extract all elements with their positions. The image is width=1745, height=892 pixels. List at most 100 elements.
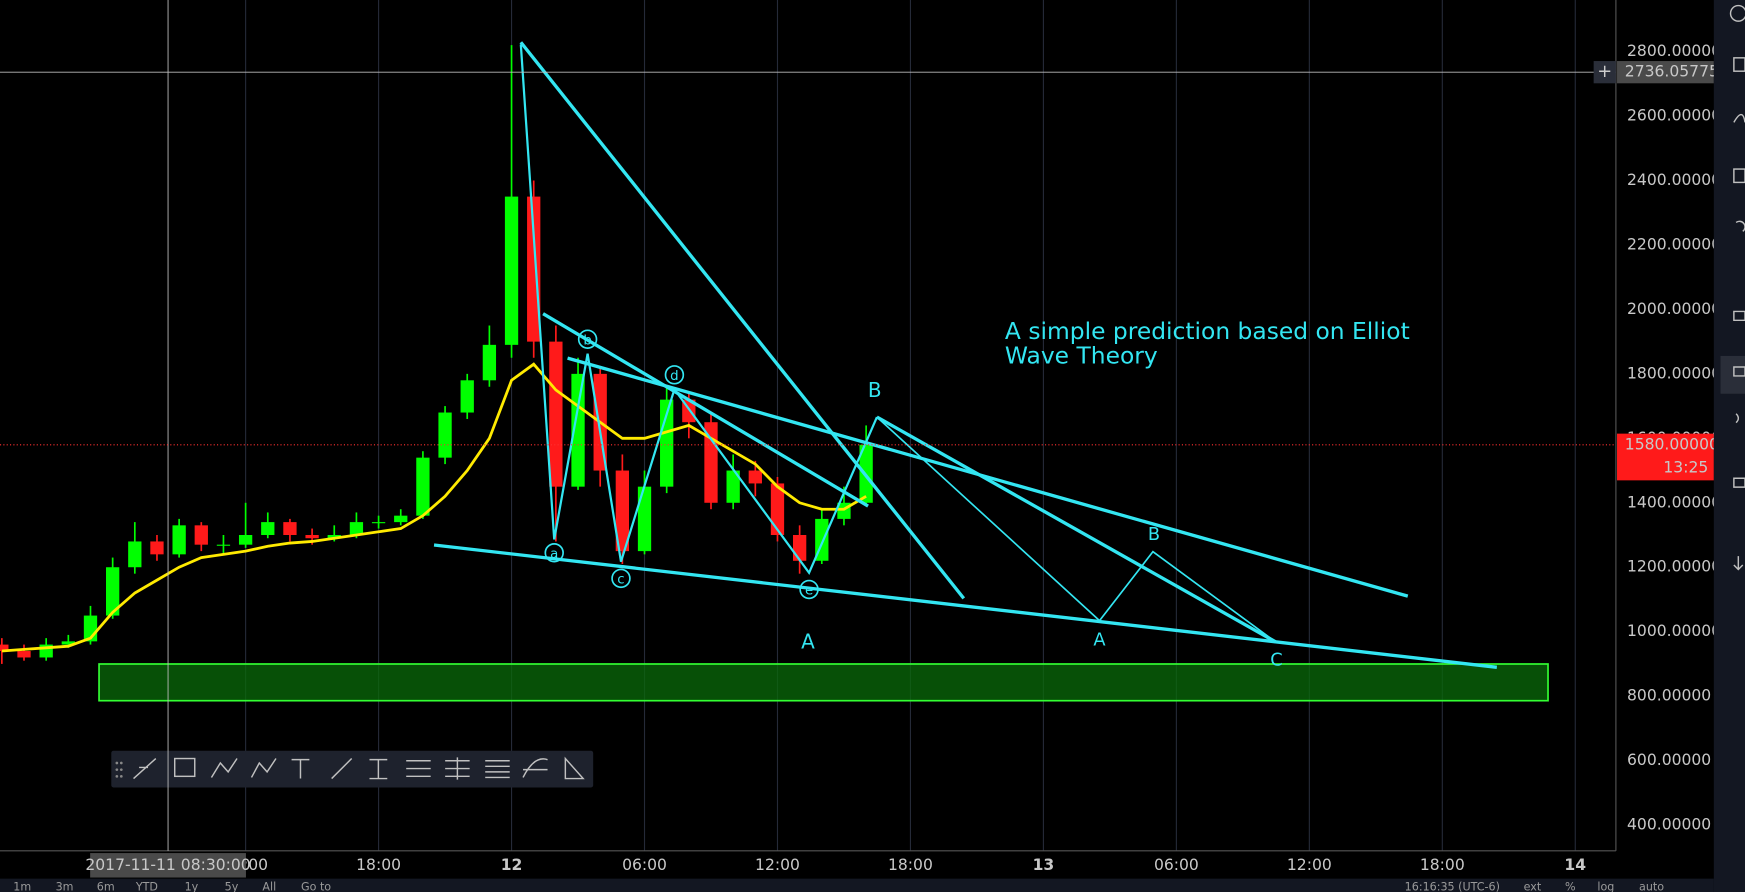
wave-label: B	[1148, 524, 1160, 545]
right-sidebar	[1713, 0, 1745, 892]
candle-body	[283, 522, 297, 536]
candle-body	[460, 380, 474, 413]
y-tick-label: 1400.00000	[1627, 493, 1721, 511]
candle-body	[0, 644, 9, 652]
wave-drawing: a b c d e A B A B C A simple prediction …	[433, 41, 1498, 671]
wave-marker	[577, 329, 598, 349]
last-price-box	[1617, 433, 1714, 481]
crosshair-time: 2017-11-11 08:30:00	[85, 856, 250, 874]
candle-body	[349, 522, 364, 536]
toolbar-bg	[111, 750, 594, 788]
range-button[interactable]: 3m	[56, 881, 74, 892]
wave-path	[519, 44, 878, 576]
wave-label: d	[670, 369, 678, 384]
range-button[interactable]: 1y	[185, 881, 199, 892]
candle-body	[128, 541, 142, 568]
candle-body	[637, 486, 652, 552]
crosshair-plus-icon: +	[1597, 61, 1612, 82]
tool-icon[interactable]	[173, 757, 196, 778]
tool-icon[interactable]	[133, 757, 157, 780]
x-tick-label: 18:00	[356, 856, 401, 874]
range-button[interactable]: 5y	[225, 881, 239, 892]
option-button[interactable]: %	[1565, 881, 1576, 892]
y-tick-label: 2400.00000	[1627, 171, 1721, 189]
drawing-toolbar	[111, 750, 594, 788]
candle-body	[261, 522, 275, 536]
range-button[interactable]: 1m	[13, 881, 31, 892]
wave-label: c	[617, 572, 624, 587]
trend-line	[519, 41, 966, 600]
option-button[interactable]: log	[1597, 881, 1614, 892]
y-tick-label: 1200.00000	[1627, 558, 1721, 576]
y-tick-label: 2200.00000	[1627, 235, 1721, 253]
x-tick-label: 06:00	[622, 856, 667, 874]
range-button[interactable]: YTD	[135, 881, 158, 892]
y-tick-label: 400.00000	[1627, 816, 1711, 834]
tool-icon[interactable]	[210, 758, 238, 778]
countdown: 13:25	[1663, 459, 1708, 477]
candle-body	[748, 470, 762, 484]
trend-line	[542, 312, 869, 508]
y-tick-label: 800.00000	[1627, 687, 1711, 705]
tool-icon[interactable]	[522, 758, 548, 778]
goto-button[interactable]: Go to	[301, 881, 331, 892]
crosshair-price-box	[1617, 61, 1714, 84]
wave-marker	[664, 365, 685, 385]
trend-line	[433, 543, 1498, 669]
bottom-toolbar: 1m 3m 6m YTD 1y 5y All Go to 16:16:35 (UTC-6) ext…	[13, 881, 1664, 892]
y-tick-label: 2600.00000	[1627, 107, 1721, 125]
tool-icon[interactable]	[485, 760, 510, 779]
y-tick-label: 1800.00000	[1627, 364, 1721, 382]
y-tick-label: 2800.00000	[1627, 42, 1721, 60]
candle-body	[770, 483, 785, 536]
tool-icon[interactable]	[564, 756, 585, 780]
tool-icon[interactable]	[445, 757, 470, 780]
candle-body	[394, 515, 408, 523]
x-tick-label: 12:00	[1287, 856, 1332, 874]
candle-body	[482, 344, 497, 381]
wave-label: A	[801, 629, 815, 653]
wave-label: A	[1093, 630, 1106, 651]
tool-icon[interactable]	[250, 758, 277, 778]
candle-body	[61, 641, 75, 645]
trend-line	[876, 415, 1277, 644]
tool-icon[interactable]	[291, 758, 310, 779]
option-button[interactable]: auto	[1639, 881, 1664, 892]
candle-body	[527, 196, 541, 342]
candle-body	[371, 522, 386, 524]
x-tick-label: 18:00	[1420, 856, 1465, 874]
candle-body	[327, 535, 341, 539]
option-button[interactable]: ext	[1524, 881, 1542, 892]
crosshair-price: 2736.05775	[1625, 63, 1719, 81]
candle-body	[216, 544, 231, 546]
crosshair-time-box	[90, 853, 246, 878]
candle-body	[194, 525, 208, 545]
candle-body	[416, 457, 430, 516]
range-button[interactable]: All	[262, 881, 276, 892]
wave-label: C	[1270, 650, 1282, 671]
wave-marker	[799, 579, 819, 600]
x-tick-label: 18:00	[888, 856, 933, 874]
crosshair-plus	[1593, 61, 1616, 84]
y-tick-label: 2000.00000	[1627, 300, 1721, 318]
sidebar-active	[1720, 355, 1745, 394]
x-tick-label: 13	[1033, 856, 1055, 874]
x-tick-label: 12	[501, 856, 523, 874]
candle-body	[504, 196, 519, 345]
candle-body	[615, 470, 630, 552]
candle-body	[17, 651, 31, 658]
x-tick-label: 14	[1564, 856, 1586, 874]
tool-icon[interactable]	[369, 758, 388, 780]
y-tick-label: 600.00000	[1627, 751, 1711, 769]
candle-body	[172, 525, 186, 555]
note: A simple prediction based on Elliot	[1005, 317, 1410, 345]
bottom-bar	[0, 878, 1714, 892]
candle-body	[792, 535, 807, 561]
tool-icon[interactable]	[331, 758, 353, 780]
tool-icon[interactable]	[406, 760, 431, 778]
support-zone	[98, 663, 1549, 702]
range-button[interactable]: 6m	[97, 881, 115, 892]
last-price-label: 1580.00000	[1625, 435, 1719, 453]
